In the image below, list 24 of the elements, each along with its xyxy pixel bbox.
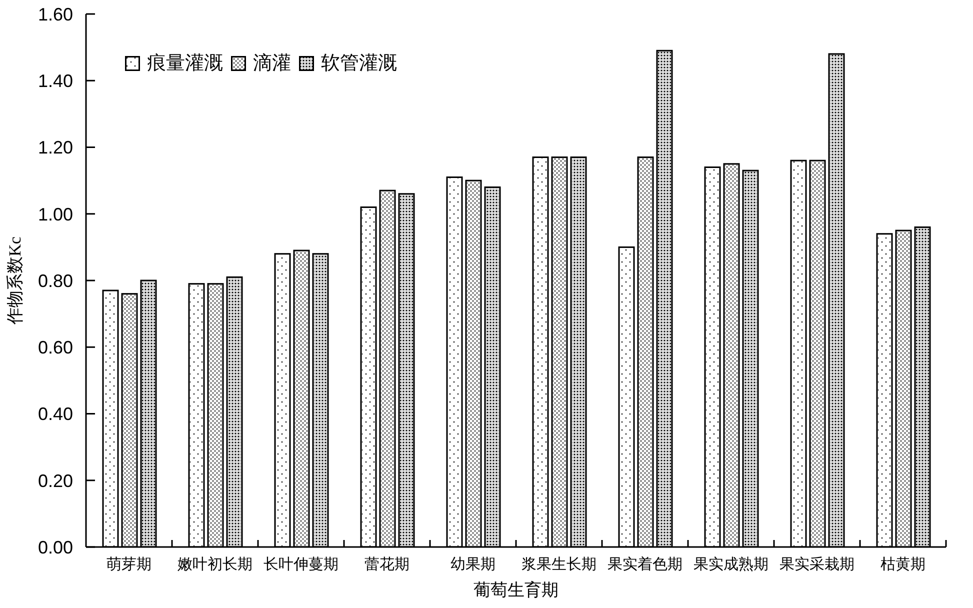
x-tick-label: 枯黄期 bbox=[880, 556, 926, 573]
y-tick-label: 0.00 bbox=[38, 537, 73, 558]
y-tick-label: 1.40 bbox=[38, 71, 73, 92]
y-axis-title: 作物系数Kc bbox=[6, 236, 24, 326]
x-tick-label: 果实采栽期 bbox=[780, 556, 854, 573]
y-tick-label: 0.20 bbox=[38, 470, 73, 491]
x-tick-label: 长叶伸蔓期 bbox=[264, 556, 338, 573]
y-tick-label: 1.20 bbox=[38, 138, 73, 158]
y-tick-label: 1.60 bbox=[38, 4, 73, 24]
legend-label: 滴灌 bbox=[253, 52, 291, 76]
x-tick-label: 幼果期 bbox=[450, 556, 496, 573]
x-axis-title: 葡萄生育期 bbox=[474, 580, 558, 600]
y-tick-label: 0.60 bbox=[38, 338, 73, 358]
y-tick-label: 1.00 bbox=[38, 204, 73, 224]
legend-label: 软管灌溉 bbox=[321, 52, 397, 76]
x-tick-label: 果实成熟期 bbox=[694, 556, 768, 573]
x-tick-label: 嫩叶初长期 bbox=[178, 556, 252, 573]
x-tick-label: 浆果生长期 bbox=[522, 556, 596, 573]
y-tick-label: 0.80 bbox=[38, 270, 73, 291]
y-tick-label: 0.40 bbox=[38, 404, 73, 424]
x-tick-label: 萌芽期 bbox=[106, 556, 152, 573]
legend-label: 痕量灌溉 bbox=[147, 52, 223, 76]
x-tick-label: 蕾花期 bbox=[364, 556, 410, 573]
x-tick-label: 果实着色期 bbox=[608, 556, 682, 573]
